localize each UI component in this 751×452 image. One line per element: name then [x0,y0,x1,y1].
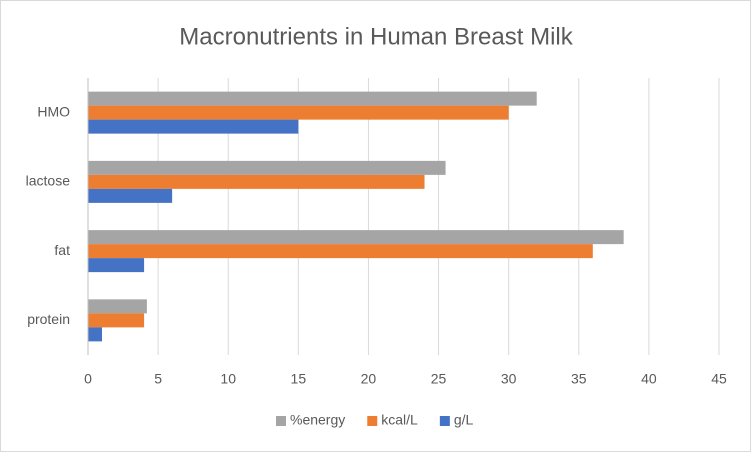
bar [88,299,147,314]
y-tick-label: protein [27,311,70,327]
bar [88,91,537,106]
bar [88,230,624,245]
bar [88,160,446,175]
y-tick-label: fat [54,242,70,258]
bar [88,327,103,342]
bar [88,258,145,273]
bar [88,105,509,120]
x-tick-label: 40 [641,371,657,387]
x-tick-label: 10 [220,371,236,387]
legend-label: kcal/L [381,412,418,428]
x-tick-label: 25 [431,371,447,387]
bar [88,313,145,328]
y-tick-label: HMO [37,103,70,119]
legend-label: %energy [290,412,345,428]
legend-swatch [439,416,450,426]
legend-swatch [367,416,378,426]
x-tick-label: 30 [501,371,517,387]
bar [88,244,593,259]
x-tick-label: 35 [571,371,587,387]
legend-label: g/L [454,412,474,428]
x-tick-label: 15 [291,371,307,387]
bar [88,119,299,134]
bar [88,174,425,189]
x-tick-label: 20 [361,371,377,387]
x-tick-label: 5 [154,371,162,387]
y-tick-label: lactose [26,173,71,189]
chart-title: Macronutrients in Human Breast Milk [179,23,573,50]
bar [88,188,173,203]
x-tick-label: 0 [84,371,92,387]
x-tick-label: 45 [711,371,727,387]
legend-swatch [276,416,286,426]
